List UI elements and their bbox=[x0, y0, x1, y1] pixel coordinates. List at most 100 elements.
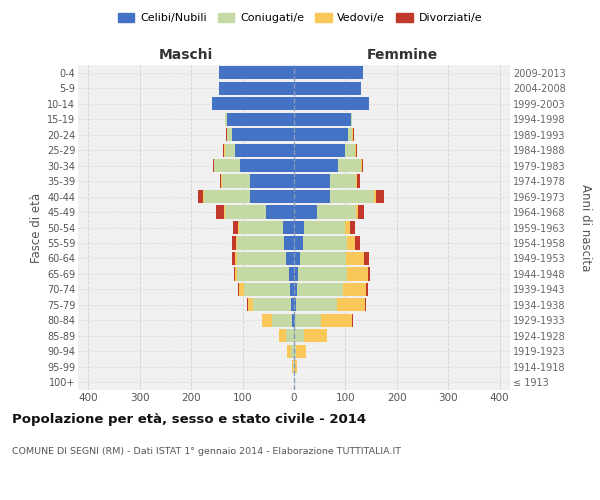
Bar bbox=[220, 66, 294, 80]
Bar bbox=[238, 236, 284, 250]
Bar bbox=[227, 112, 294, 126]
Bar bbox=[292, 360, 293, 374]
Bar bbox=[376, 190, 384, 203]
Bar bbox=[223, 144, 224, 156]
Bar bbox=[355, 144, 356, 156]
Bar bbox=[235, 144, 294, 156]
Bar bbox=[295, 314, 321, 327]
Bar bbox=[356, 144, 357, 156]
Bar bbox=[238, 268, 289, 280]
Bar bbox=[296, 283, 343, 296]
Bar bbox=[294, 144, 346, 156]
Bar bbox=[317, 206, 356, 218]
Bar bbox=[346, 144, 355, 156]
Bar bbox=[294, 128, 348, 141]
Bar bbox=[296, 298, 337, 312]
Bar bbox=[222, 174, 250, 188]
Bar bbox=[235, 252, 238, 265]
Bar bbox=[352, 314, 353, 327]
Bar bbox=[216, 206, 224, 218]
Bar bbox=[266, 206, 294, 218]
Bar bbox=[294, 360, 296, 374]
Bar bbox=[232, 236, 236, 250]
Bar bbox=[350, 112, 352, 126]
Bar bbox=[284, 236, 294, 250]
Bar bbox=[347, 268, 368, 280]
Bar bbox=[227, 128, 232, 141]
Bar bbox=[204, 190, 250, 203]
Bar bbox=[286, 252, 294, 265]
Bar bbox=[361, 159, 362, 172]
Bar bbox=[224, 112, 227, 126]
Bar bbox=[238, 283, 239, 296]
Bar bbox=[294, 314, 295, 327]
Bar bbox=[296, 344, 306, 358]
Bar bbox=[236, 236, 238, 250]
Bar bbox=[294, 66, 364, 80]
Bar bbox=[214, 159, 240, 172]
Bar bbox=[362, 159, 364, 172]
Bar bbox=[357, 174, 360, 188]
Bar bbox=[294, 159, 338, 172]
Bar bbox=[292, 314, 294, 327]
Bar bbox=[239, 283, 244, 296]
Bar bbox=[290, 283, 294, 296]
Bar bbox=[248, 298, 253, 312]
Bar bbox=[330, 190, 374, 203]
Bar bbox=[234, 268, 235, 280]
Bar bbox=[356, 174, 357, 188]
Bar bbox=[238, 252, 286, 265]
Bar bbox=[294, 268, 298, 280]
Bar bbox=[298, 268, 347, 280]
Text: Femmine: Femmine bbox=[367, 48, 437, 62]
Legend: Celibi/Nubili, Coniugati/e, Vedovi/e, Divorziati/e: Celibi/Nubili, Coniugati/e, Vedovi/e, Di… bbox=[113, 8, 487, 28]
Bar bbox=[294, 252, 300, 265]
Y-axis label: Anni di nascita: Anni di nascita bbox=[580, 184, 592, 271]
Bar bbox=[233, 221, 238, 234]
Bar bbox=[235, 268, 238, 280]
Bar bbox=[224, 206, 266, 218]
Bar bbox=[300, 252, 346, 265]
Bar bbox=[358, 206, 364, 218]
Text: Popolazione per età, sesso e stato civile - 2014: Popolazione per età, sesso e stato civil… bbox=[12, 412, 366, 426]
Bar bbox=[346, 252, 364, 265]
Bar bbox=[294, 330, 304, 342]
Bar bbox=[321, 314, 352, 327]
Bar bbox=[337, 298, 365, 312]
Bar bbox=[213, 159, 214, 172]
Bar bbox=[220, 174, 221, 188]
Bar bbox=[293, 360, 294, 374]
Bar bbox=[294, 112, 350, 126]
Bar bbox=[244, 283, 290, 296]
Bar bbox=[294, 236, 303, 250]
Y-axis label: Fasce di età: Fasce di età bbox=[29, 192, 43, 262]
Bar bbox=[303, 236, 347, 250]
Bar bbox=[338, 159, 361, 172]
Bar bbox=[294, 174, 330, 188]
Bar bbox=[346, 221, 350, 234]
Bar bbox=[365, 298, 366, 312]
Text: Maschi: Maschi bbox=[159, 48, 213, 62]
Bar bbox=[278, 330, 286, 342]
Bar bbox=[348, 128, 352, 141]
Bar bbox=[224, 144, 235, 156]
Bar bbox=[198, 190, 203, 203]
Bar bbox=[292, 298, 294, 312]
Bar bbox=[347, 236, 355, 250]
Bar bbox=[294, 221, 304, 234]
Bar bbox=[239, 221, 283, 234]
Bar bbox=[250, 190, 294, 203]
Bar bbox=[304, 330, 328, 342]
Bar bbox=[374, 190, 376, 203]
Bar bbox=[292, 344, 294, 358]
Bar bbox=[294, 82, 361, 95]
Bar bbox=[232, 128, 294, 141]
Bar bbox=[355, 236, 360, 250]
Bar bbox=[240, 159, 294, 172]
Bar bbox=[356, 206, 358, 218]
Bar bbox=[294, 283, 296, 296]
Bar bbox=[247, 298, 248, 312]
Bar bbox=[364, 252, 368, 265]
Bar bbox=[286, 330, 294, 342]
Bar bbox=[350, 221, 355, 234]
